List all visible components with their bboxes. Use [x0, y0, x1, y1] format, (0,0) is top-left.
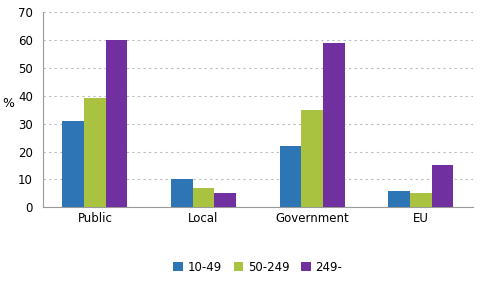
Y-axis label: %: %: [2, 97, 14, 110]
Bar: [388, 191, 410, 207]
Legend: 10-49, 50-249, 249-: 10-49, 50-249, 249-: [169, 256, 347, 279]
Bar: [323, 43, 345, 207]
Bar: [84, 98, 106, 207]
Bar: [192, 188, 215, 207]
Bar: [280, 146, 301, 207]
Bar: [106, 40, 128, 207]
Bar: [215, 194, 236, 207]
Bar: [432, 166, 454, 207]
Bar: [171, 179, 192, 207]
Bar: [301, 110, 323, 207]
Bar: [62, 121, 84, 207]
Bar: [410, 194, 432, 207]
